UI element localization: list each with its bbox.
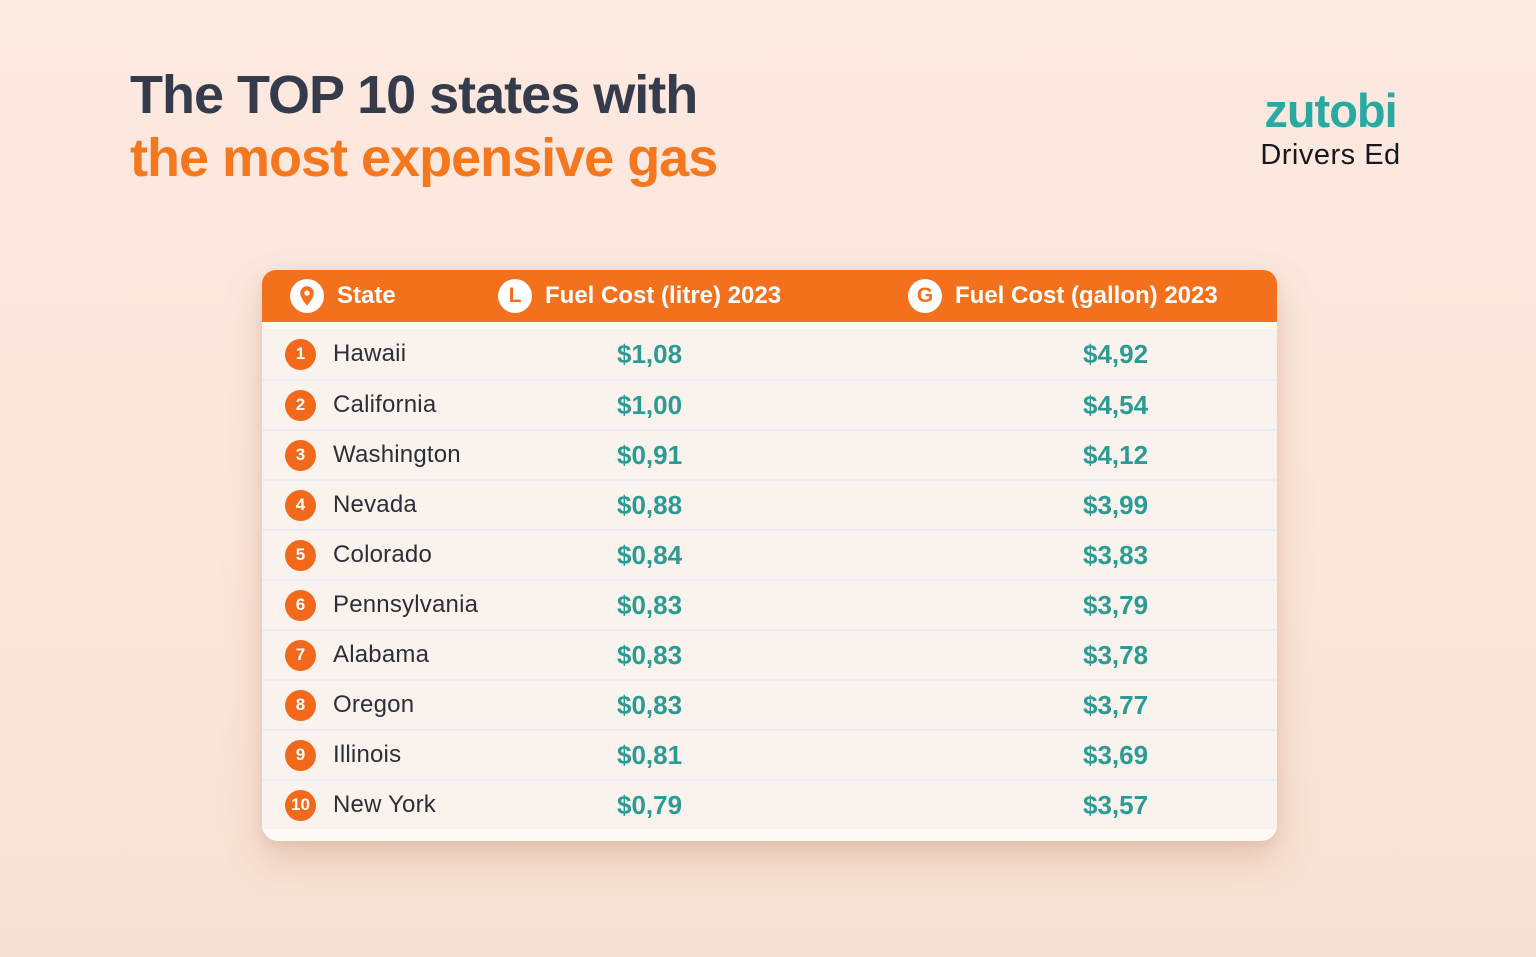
- location-pin-icon: [290, 279, 324, 313]
- rank-badge: 5: [285, 539, 316, 571]
- rank-badge: 3: [285, 439, 316, 471]
- state-name: New York: [333, 791, 436, 818]
- litre-price: $1,08: [617, 338, 683, 369]
- page-title: The TOP 10 states with the most expensiv…: [130, 64, 718, 190]
- rank-badge: 7: [285, 639, 316, 671]
- gallon-cell: $4,54: [907, 390, 1277, 421]
- state-cell: 10 New York: [262, 789, 497, 821]
- rank-badge: 8: [285, 689, 316, 721]
- state-cell: 1 Hawaii: [262, 338, 497, 370]
- state-name: Alabama: [333, 641, 430, 668]
- column-header-state: State: [262, 279, 497, 313]
- state-name: Oregon: [333, 691, 415, 718]
- column-header-litre: L Fuel Cost (litre) 2023: [497, 279, 907, 313]
- page-title-line2: the most expensive gas: [130, 128, 718, 189]
- state-name: Hawaii: [333, 340, 407, 367]
- litre-cell: $1,08: [497, 339, 907, 370]
- litre-cell: $0,91: [497, 440, 907, 471]
- letter-l-icon: L: [498, 279, 532, 313]
- litre-cell: $0,81: [497, 740, 907, 771]
- gallon-price: $4,92: [1083, 338, 1149, 369]
- state-cell: 9 Illinois: [262, 739, 497, 771]
- rank-badge: 6: [285, 589, 316, 621]
- table-row: 6 Pennsylvania $0,83 $3,79: [262, 579, 1277, 629]
- gallon-cell: $3,99: [907, 490, 1277, 521]
- gallon-cell: $4,12: [907, 440, 1277, 471]
- column-header-litre-label: Fuel Cost (litre) 2023: [545, 282, 782, 309]
- column-header-gallon: G Fuel Cost (gallon) 2023: [907, 279, 1277, 313]
- rank-badge: 2: [285, 389, 316, 421]
- table-row: 7 Alabama $0,83 $3,78: [262, 629, 1277, 679]
- litre-cell: $0,84: [497, 540, 907, 571]
- litre-cell: $0,83: [497, 690, 907, 721]
- litre-price: $0,79: [617, 789, 683, 820]
- table-row: 1 Hawaii $1,08 $4,92: [262, 329, 1277, 379]
- table-row: 2 California $1,00 $4,54: [262, 379, 1277, 429]
- state-cell: 2 California: [262, 389, 497, 421]
- state-name: Colorado: [333, 541, 432, 568]
- gallon-cell: $3,69: [907, 740, 1277, 771]
- gallon-price: $4,12: [1083, 439, 1149, 470]
- table-row: 8 Oregon $0,83 $3,77: [262, 679, 1277, 729]
- litre-price: $0,84: [617, 539, 683, 570]
- gallon-price: $3,78: [1083, 639, 1149, 670]
- litre-price: $0,83: [617, 589, 683, 620]
- table-row: 9 Illinois $0,81 $3,69: [262, 729, 1277, 779]
- state-cell: 3 Washington: [262, 439, 497, 471]
- litre-price: $0,83: [617, 689, 683, 720]
- gallon-price: $3,83: [1083, 539, 1149, 570]
- litre-cell: $0,88: [497, 490, 907, 521]
- gallon-cell: $3,79: [907, 590, 1277, 621]
- gas-price-table: State L Fuel Cost (litre) 2023 G Fuel Co…: [262, 270, 1277, 841]
- litre-price: $0,91: [617, 439, 683, 470]
- gallon-price: $4,54: [1083, 389, 1149, 420]
- table-header-row: State L Fuel Cost (litre) 2023 G Fuel Co…: [262, 270, 1277, 322]
- state-name: Pennsylvania: [333, 591, 479, 618]
- litre-cell: $0,83: [497, 640, 907, 671]
- gallon-price: $3,57: [1083, 789, 1149, 820]
- gallon-cell: $4,92: [907, 339, 1277, 370]
- column-header-state-label: State: [337, 282, 396, 309]
- gallon-price: $3,77: [1083, 689, 1149, 720]
- litre-cell: $0,83: [497, 590, 907, 621]
- column-header-gallon-label: Fuel Cost (gallon) 2023: [955, 282, 1218, 309]
- state-cell: 4 Nevada: [262, 489, 497, 521]
- gallon-cell: $3,77: [907, 690, 1277, 721]
- litre-price: $0,83: [617, 639, 683, 670]
- state-cell: 5 Colorado: [262, 539, 497, 571]
- state-cell: 8 Oregon: [262, 689, 497, 721]
- litre-price: $1,00: [617, 389, 683, 420]
- table-body: 1 Hawaii $1,08 $4,92 2 California $1,00 …: [262, 329, 1277, 829]
- rank-badge: 4: [285, 489, 316, 521]
- state-name: Washington: [333, 441, 461, 468]
- litre-price: $0,81: [617, 739, 683, 770]
- logo-tagline-text: Drivers Ed: [1260, 139, 1401, 172]
- litre-cell: $0,79: [497, 790, 907, 821]
- state-name: California: [333, 391, 437, 418]
- table-row: 10 New York $0,79 $3,57: [262, 779, 1277, 829]
- rank-badge: 10: [285, 789, 316, 821]
- state-cell: 7 Alabama: [262, 639, 497, 671]
- gallon-price: $3,99: [1083, 489, 1149, 520]
- table-row: 4 Nevada $0,88 $3,99: [262, 479, 1277, 529]
- state-cell: 6 Pennsylvania: [262, 589, 497, 621]
- rank-badge: 1: [285, 338, 316, 370]
- page-title-line1: The TOP 10 states with: [130, 65, 698, 125]
- gallon-price: $3,69: [1083, 739, 1149, 770]
- litre-price: $0,88: [617, 489, 683, 520]
- gallon-price: $3,79: [1083, 589, 1149, 620]
- table-row: 5 Colorado $0,84 $3,83: [262, 529, 1277, 579]
- gallon-cell: $3,78: [907, 640, 1277, 671]
- logo-brand-text: zutobi: [1264, 84, 1397, 137]
- gallon-cell: $3,57: [907, 790, 1277, 821]
- zutobi-logo: zutobi Drivers Ed: [1248, 86, 1413, 172]
- letter-g-icon: G: [908, 279, 942, 313]
- state-name: Nevada: [333, 491, 417, 518]
- state-name: Illinois: [333, 741, 402, 768]
- rank-badge: 9: [285, 739, 316, 771]
- litre-cell: $1,00: [497, 390, 907, 421]
- gallon-cell: $3,83: [907, 540, 1277, 571]
- table-row: 3 Washington $0,91 $4,12: [262, 429, 1277, 479]
